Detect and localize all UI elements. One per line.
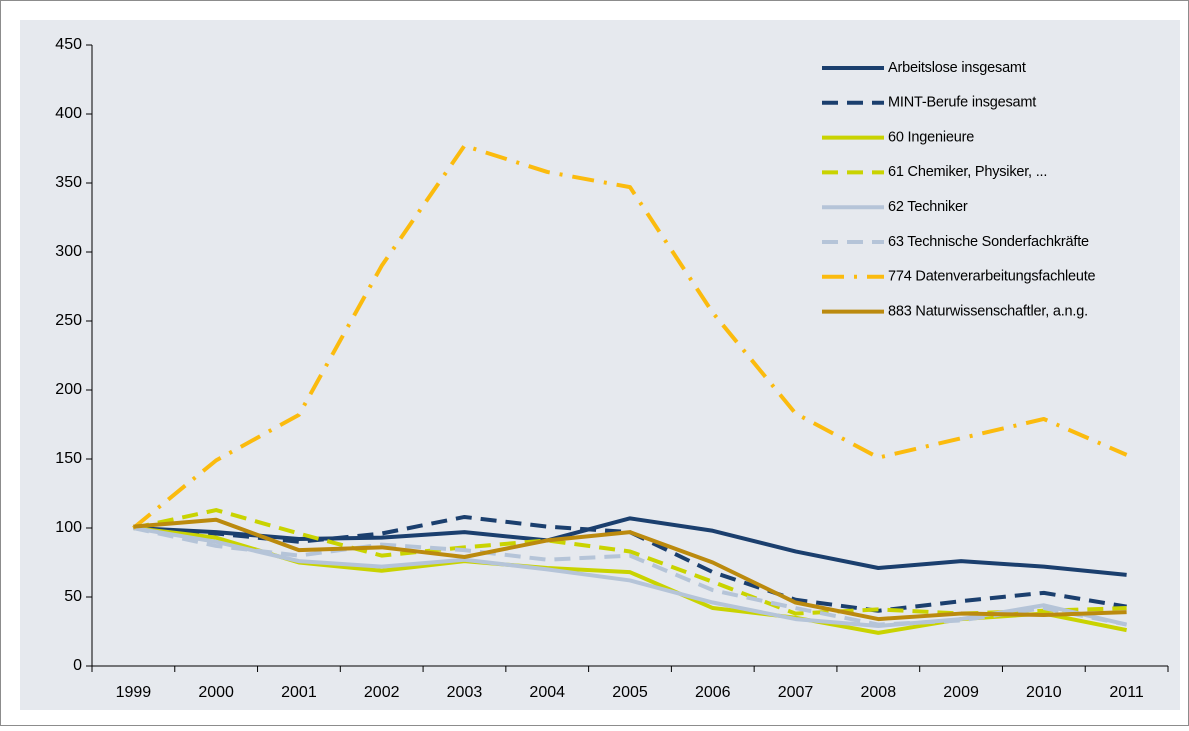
x-tick-label: 2000 (198, 684, 234, 701)
y-tick-label: 150 (55, 450, 82, 467)
legend-label: 63 Technische Sonderfachkräfte (888, 234, 1089, 250)
y-tick-label: 100 (55, 519, 82, 536)
plot-area (20, 20, 1180, 710)
series-line (132, 526, 1128, 627)
y-tick-label: 450 (55, 36, 82, 53)
series-line (133, 517, 1127, 622)
x-tick-label: 1999 (116, 684, 152, 701)
x-tick-label: 2010 (1026, 684, 1062, 701)
x-tick-label: 2004 (529, 684, 565, 701)
x-tick-label: 2002 (364, 684, 400, 701)
x-tick-label: 2006 (695, 684, 731, 701)
legend-label: 61 Chemiker, Physiker, ... (888, 164, 1047, 180)
series-line (132, 508, 1127, 616)
x-tick-label: 2008 (861, 684, 897, 701)
y-tick-label: 350 (55, 174, 82, 191)
x-tick-label: 2011 (1109, 684, 1144, 701)
x-tick-label: 2009 (943, 684, 979, 701)
x-tick-label: 2003 (447, 684, 483, 701)
legend-label: 774 Datenverarbeitungsfachleute (888, 269, 1096, 285)
y-tick-label: 250 (55, 312, 82, 329)
legend-label: 883 Naturwissenschaftler, a.n.g. (888, 303, 1088, 319)
y-tick-label: 400 (55, 105, 82, 122)
y-tick-label: 0 (73, 657, 82, 674)
legend-label: Arbeitslose insgesamt (888, 60, 1026, 76)
legend-label: 62 Techniker (888, 199, 968, 215)
legend-label: 60 Ingenieure (888, 129, 974, 145)
x-tick-label: 2005 (612, 684, 648, 701)
x-tick-label: 2007 (778, 684, 814, 701)
y-tick-label: 200 (55, 381, 82, 398)
y-tick-label: 300 (55, 243, 82, 260)
series-line (133, 516, 1127, 577)
x-tick-label: 2001 (281, 684, 317, 701)
series-line (133, 526, 1128, 628)
y-tick-label: 50 (64, 588, 82, 605)
legend-label: MINT-Berufe insgesamt (888, 95, 1036, 111)
series-line (132, 143, 1128, 530)
